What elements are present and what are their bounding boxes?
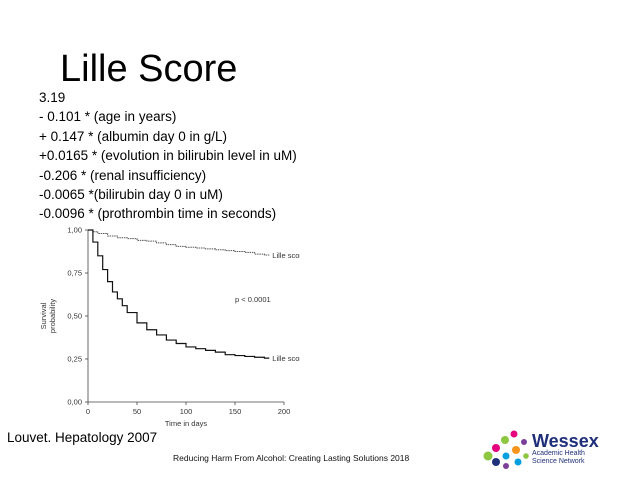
formula-line: -0.0096 * (prothrombin time in seconds) xyxy=(39,206,277,222)
survival-curve xyxy=(88,229,270,256)
citation: Louvet. Hepatology 2007 xyxy=(7,430,158,445)
y-tick-label: 0,50 xyxy=(67,312,82,321)
y-axis-label-word: probability xyxy=(48,299,57,333)
footer-text: Reducing Harm From Alcohol: Creating Las… xyxy=(173,453,410,463)
formula-block: 3.19 - 0.101 * (age in years) + 0.147 * … xyxy=(39,88,297,224)
formula-line: 3.19 xyxy=(39,90,66,105)
slide-title: Lille Score xyxy=(60,48,238,90)
wessex-logo-mark xyxy=(483,430,529,469)
chart-labels: 0,00 0,25 0,50 0,75 1,00 0 50 100 150 200 Time in … xyxy=(39,226,300,429)
formula-line: +0.0165 * (evolution in bilirubin level … xyxy=(39,148,297,164)
x-tick-label: 50 xyxy=(133,407,141,416)
y-axis-label-word: Survival xyxy=(39,302,48,329)
x-tick-label: 200 xyxy=(278,407,291,416)
series-label: Lille score < 0.45 xyxy=(272,251,300,260)
formula-line: -0.206 * (renal insufficiency) xyxy=(39,167,207,183)
formula-line: - 0.101 * (age in years) xyxy=(39,109,177,125)
x-tick-label: 0 xyxy=(86,407,90,416)
y-tick-label: 1,00 xyxy=(67,226,82,235)
wessex-logo-text: Wessex Academic Health Science Network xyxy=(532,432,599,466)
series-label: Lille score ≥ 0.45 xyxy=(272,354,300,363)
chart-series xyxy=(88,229,270,359)
logo-subtitle-2: Science Network xyxy=(532,458,585,465)
formula-line: + 0.147 * (albumin day 0 in g/L) xyxy=(39,128,227,144)
y-axis-label: Survivalprobability xyxy=(39,299,57,333)
x-axis-label: Time in days xyxy=(165,419,207,428)
x-tick-label: 150 xyxy=(229,407,242,416)
logo-subtitle-1: Academic Health xyxy=(532,450,585,457)
y-tick-label: 0,25 xyxy=(67,355,82,364)
survival-chart: 0,00 0,25 0,50 0,75 1,00 0 50 100 150 200 Time in … xyxy=(39,226,300,429)
y-tick-label: 0,00 xyxy=(67,398,82,407)
survival-curve xyxy=(88,229,270,359)
formula-line: -0.0065 *(bilirubin day 0 in uM) xyxy=(39,186,223,202)
chart-axes xyxy=(85,229,285,405)
p-value-annotation: p < 0.0001 xyxy=(235,295,271,304)
y-tick-label: 0,75 xyxy=(67,269,82,278)
x-tick-label: 100 xyxy=(180,407,193,416)
logo-name: Wessex xyxy=(532,431,599,451)
